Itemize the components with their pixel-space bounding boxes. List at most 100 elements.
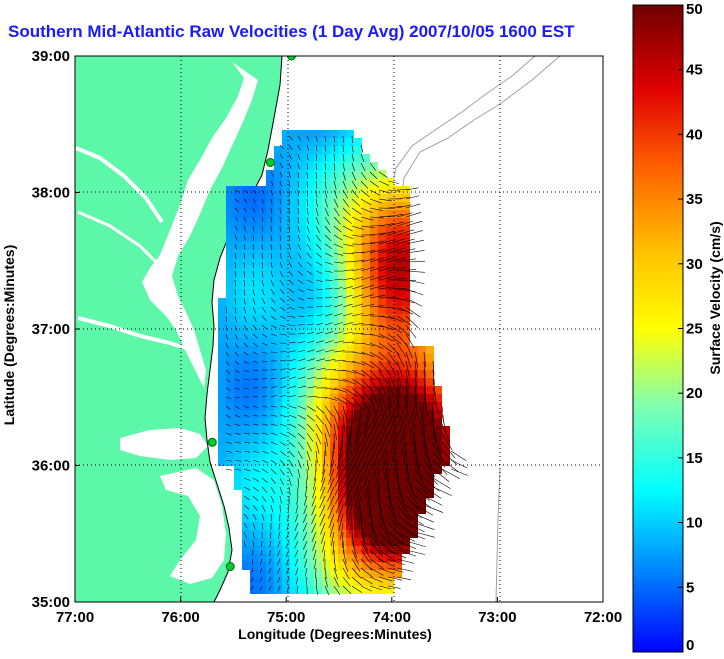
velocity-arrow (378, 296, 396, 299)
speed-cell (250, 498, 258, 506)
speed-cell (298, 130, 306, 138)
speed-cell (250, 258, 258, 266)
velocity-arrow (378, 360, 390, 374)
speed-cell (322, 386, 330, 394)
speed-cell (378, 194, 386, 202)
velocity-arrow (343, 459, 353, 479)
speed-cell (378, 450, 386, 458)
y-tick-label: 36:00 (32, 458, 70, 475)
velocity-arrow (369, 266, 386, 272)
speed-cell (362, 210, 370, 218)
speed-cell (226, 226, 234, 234)
speed-cell (330, 338, 338, 346)
speed-cell (250, 338, 258, 346)
speed-cell (402, 530, 410, 538)
speed-cell (330, 146, 338, 154)
speed-cell (258, 306, 266, 314)
speed-cell (362, 202, 370, 210)
speed-cell (306, 386, 314, 394)
velocity-arrow (342, 312, 353, 317)
speed-cell (306, 314, 314, 322)
speed-cell (370, 290, 378, 298)
speed-cell (322, 402, 330, 410)
speed-cell (338, 250, 346, 258)
speed-cell (338, 162, 346, 170)
speed-cell (298, 330, 306, 338)
speed-cell (218, 410, 226, 418)
velocity-arrow (405, 342, 413, 359)
speed-cell (298, 266, 306, 274)
speed-cell (218, 346, 226, 354)
speed-cell (242, 354, 250, 362)
speed-cell (386, 474, 394, 482)
speed-cell (346, 314, 354, 322)
velocity-arrow (261, 261, 264, 269)
velocity-arrow (306, 207, 309, 216)
velocity-arrow (269, 540, 272, 548)
speed-cell (402, 338, 410, 346)
speed-cell (386, 266, 394, 274)
speed-cell (354, 474, 362, 482)
velocity-arrow (324, 207, 329, 217)
velocity-arrow (351, 234, 365, 238)
velocity-arrow (234, 414, 241, 418)
speed-cell (370, 514, 378, 522)
velocity-arrow (361, 450, 371, 470)
velocity-arrow (277, 540, 281, 548)
speed-cell (314, 554, 322, 562)
velocity-arrow (396, 549, 416, 557)
velocity-arrow (279, 377, 287, 380)
speed-cell (250, 410, 258, 418)
velocity-arrow (270, 405, 277, 408)
speed-cell (362, 386, 370, 394)
velocity-arrow (378, 256, 396, 263)
velocity-arrow (306, 225, 310, 233)
velocity-arrow (234, 351, 239, 357)
speed-cell (354, 394, 362, 402)
speed-cell (394, 498, 402, 506)
velocity-arrow (351, 540, 357, 558)
speed-cell (394, 386, 402, 394)
speed-cell (274, 298, 282, 306)
speed-cell (370, 570, 378, 578)
colorbar-label: Surface Velocity (cm/s) (707, 221, 723, 375)
velocity-arrow (360, 378, 373, 391)
velocity-arrow (243, 360, 249, 364)
velocity-arrow (405, 306, 421, 318)
velocity-arrow (421, 414, 425, 436)
speed-cell (242, 410, 250, 418)
speed-cell (330, 394, 338, 402)
speed-cell (314, 530, 322, 538)
velocity-arrow (306, 332, 315, 335)
speed-cell (274, 178, 282, 186)
speed-cell (282, 282, 290, 290)
speed-cell (370, 178, 378, 186)
speed-cell (322, 554, 330, 562)
velocity-arrow (387, 206, 403, 209)
velocity-arrow (360, 144, 364, 153)
speed-cell (338, 290, 346, 298)
velocity-arrow (225, 423, 232, 427)
velocity-arrow (270, 288, 275, 295)
speed-cell (330, 450, 338, 458)
velocity-arrow (315, 585, 319, 595)
speed-cell (338, 386, 346, 394)
velocity-arrow (370, 441, 380, 461)
velocity-arrow (419, 405, 425, 427)
velocity-arrow (261, 207, 264, 213)
speed-cell (282, 426, 290, 434)
speed-cell (258, 354, 266, 362)
speed-cell (330, 314, 338, 322)
speed-cell (386, 562, 394, 570)
velocity-arrow (396, 360, 403, 378)
speed-cell (226, 314, 234, 322)
velocity-arrow (378, 315, 395, 320)
speed-cell (322, 250, 330, 258)
velocity-arrow (333, 243, 343, 249)
speed-cell (322, 322, 330, 330)
speed-cell (266, 338, 274, 346)
speed-cell (402, 410, 410, 418)
speed-cell (226, 346, 234, 354)
speed-cell (298, 138, 306, 146)
velocity-arrow (288, 225, 291, 233)
